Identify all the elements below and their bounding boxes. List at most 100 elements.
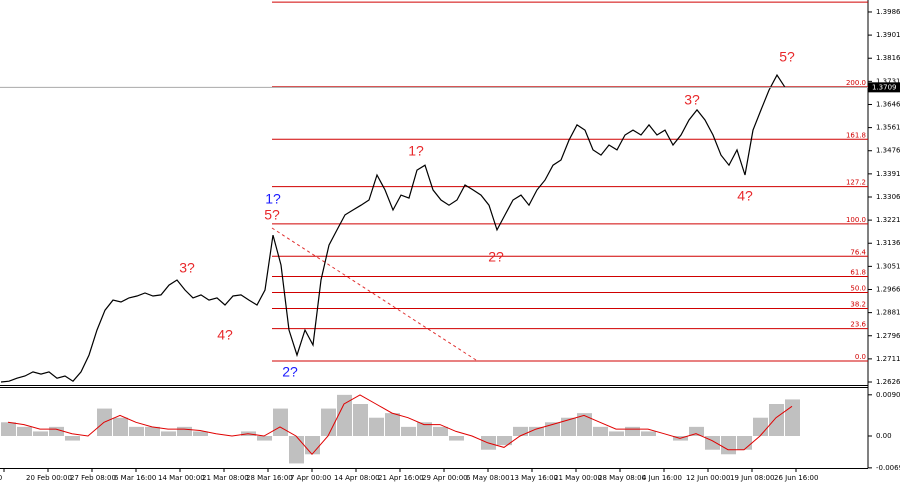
y-tick-label: 1.3901 — [876, 31, 900, 39]
y-tick-label: 1.3391 — [876, 170, 900, 178]
y-tick-label: 1.3986 — [876, 8, 900, 16]
wave-label: 4? — [737, 188, 753, 204]
histogram-bar — [721, 436, 736, 455]
histogram-bar — [161, 431, 176, 436]
histogram-bar — [353, 404, 368, 436]
fib-label: 0.0 — [855, 353, 866, 361]
y-tick-label: 1.3816 — [876, 54, 900, 62]
x-tick-label: 14 Mar 00:00 — [158, 474, 205, 482]
fib-label: 61.8 — [850, 268, 866, 276]
x-tick-label: 12 Jun 00:00 — [686, 474, 730, 482]
trend-line — [271, 227, 477, 361]
histogram-bar — [1, 422, 16, 436]
histogram-bar — [49, 426, 64, 436]
histogram-bar — [737, 436, 752, 450]
wave-label: 3? — [684, 92, 700, 108]
wave-label: 2? — [488, 249, 504, 265]
y-tick-label: 1.3476 — [876, 147, 900, 155]
x-tick-label: 28 Mar 16:00 — [246, 474, 293, 482]
histogram-bar — [449, 436, 464, 441]
fib-label: 127.2 — [846, 179, 866, 187]
histogram-bar — [305, 436, 320, 455]
fib-label: 23.6 — [850, 321, 866, 329]
histogram-bar — [17, 426, 32, 436]
histogram-bar — [609, 431, 624, 436]
x-tick-label: 4 Jun 16:00 — [642, 474, 682, 482]
histogram-bar — [577, 413, 592, 436]
x-tick-label: 19 Jun 08:00 — [730, 474, 774, 482]
histogram-bar — [33, 431, 48, 436]
histogram-bar — [193, 431, 208, 436]
x-tick-label: 6 May 08:00 — [466, 474, 510, 482]
histogram-bar — [689, 426, 704, 436]
histogram-bar — [289, 436, 304, 464]
fib-label: 261.8 — [846, 0, 866, 2]
fib-label: 200.0 — [846, 79, 866, 87]
histogram-bar — [753, 417, 768, 436]
y-tick-label: 0.00 — [876, 432, 892, 440]
x-tick-label: 16:00 — [0, 474, 2, 482]
wave-label: 5? — [264, 207, 280, 223]
y-tick-label: 1.2966 — [876, 285, 900, 293]
x-tick-label: 29 Apr 00:00 — [422, 474, 468, 482]
histogram-bar — [257, 436, 272, 441]
histogram-bar — [129, 426, 144, 436]
y-tick-label: 1.3731 — [876, 77, 900, 85]
histogram-bar — [529, 426, 544, 436]
x-tick-label: 7 Apr 00:00 — [290, 474, 331, 482]
y-tick-label: 0.00901 — [876, 391, 900, 399]
y-tick-label: 1.2796 — [876, 332, 900, 340]
y-tick-label: 1.3136 — [876, 239, 900, 247]
y-tick-label: -0.00697 — [876, 464, 900, 472]
x-tick-label: 27 Feb 08:00 — [70, 474, 116, 482]
histogram-bar — [417, 422, 432, 436]
histogram-bar — [641, 431, 656, 436]
fib-label: 50.0 — [850, 284, 866, 292]
wave-label: 3? — [179, 260, 195, 276]
y-tick-label: 1.3221 — [876, 216, 900, 224]
price-line — [0, 73, 786, 383]
histogram-bar — [369, 417, 384, 436]
histogram-bar — [785, 399, 800, 436]
histogram-bar — [401, 426, 416, 436]
current-price-label: 1.3709 — [872, 83, 897, 91]
x-tick-label: 21 May 00:00 — [554, 474, 602, 482]
fib-label: 100.0 — [846, 216, 866, 224]
histogram-bar — [625, 426, 640, 436]
histogram-bar — [513, 426, 528, 436]
y-tick-label: 1.3646 — [876, 100, 900, 108]
fib-label: 76.4 — [850, 248, 866, 256]
x-tick-label: 14 Apr 08:00 — [334, 474, 380, 482]
signal-line — [7, 394, 793, 456]
x-tick-label: 21 Apr 16:00 — [378, 474, 424, 482]
histogram-bar — [497, 436, 512, 446]
histogram-bar — [433, 426, 448, 436]
x-tick-label: 13 May 16:00 — [510, 474, 558, 482]
y-tick-label: 1.2881 — [876, 309, 900, 317]
histogram-bar — [769, 404, 784, 436]
y-tick-label: 1.2626 — [876, 378, 900, 386]
y-tick-label: 1.3306 — [876, 193, 900, 201]
wave-label: 1? — [265, 191, 281, 207]
histogram-bar — [385, 413, 400, 436]
histogram-bar — [145, 426, 160, 436]
current-price-box — [868, 82, 900, 93]
x-tick-label: 28 May 08:00 — [598, 474, 646, 482]
wave-label: 1? — [408, 143, 424, 159]
x-tick-label: 20 Feb 00:00 — [26, 474, 72, 482]
histogram-bar — [177, 426, 192, 436]
x-tick-label: 26 Jun 16:00 — [774, 474, 818, 482]
histogram-bar — [337, 394, 352, 436]
histogram-bar — [593, 426, 608, 436]
y-tick-label: 1.3561 — [876, 124, 900, 132]
wave-label: 5? — [779, 49, 795, 65]
histogram-bar — [273, 408, 288, 436]
fib-label: 161.8 — [846, 131, 866, 139]
histogram-bar — [65, 436, 80, 441]
histogram-bar — [321, 408, 336, 436]
histogram-bar — [113, 417, 128, 436]
x-tick-label: 6 Mar 16:00 — [114, 474, 156, 482]
histogram-bar — [561, 417, 576, 436]
